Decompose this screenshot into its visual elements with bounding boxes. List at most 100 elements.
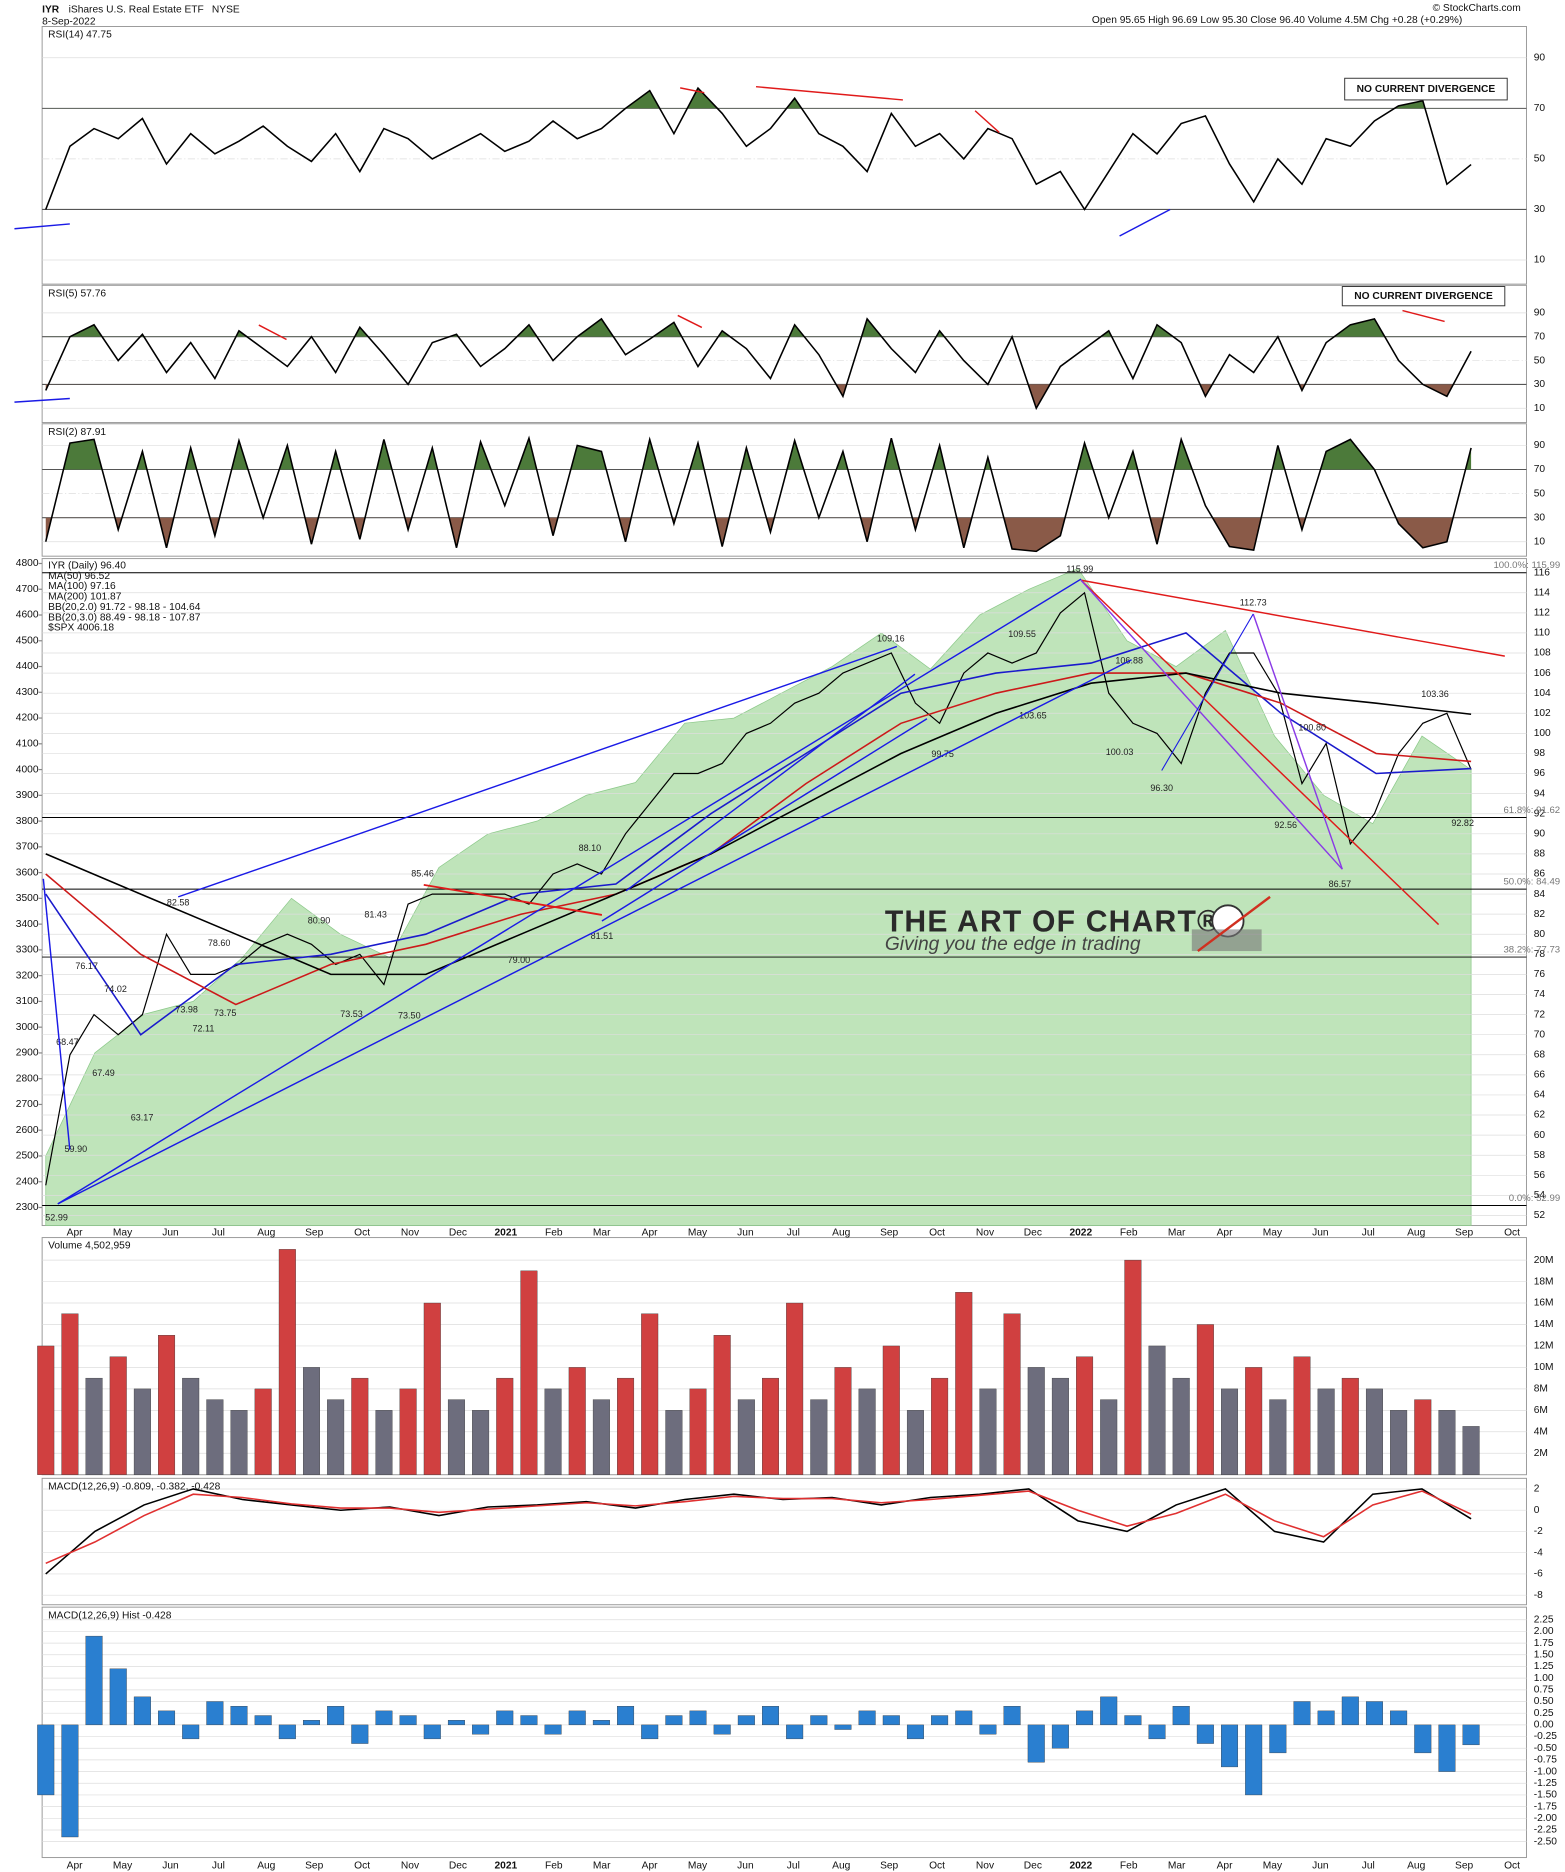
x-tick-label: May xyxy=(113,1227,133,1238)
y-tick-label: 0.50 xyxy=(1534,1696,1554,1707)
y-tick-label: -2.50 xyxy=(1534,1836,1558,1847)
price-label: 100.03 xyxy=(1106,747,1134,757)
y-tick-label: 60 xyxy=(1534,1130,1546,1141)
bar xyxy=(906,1410,924,1475)
bar xyxy=(302,1720,320,1726)
legend-entry: BB(20,3.0) 88.49 - 98.18 - 107.87 xyxy=(48,612,201,623)
bar xyxy=(1462,1724,1480,1746)
price-label: 68.47 xyxy=(56,1037,79,1047)
price-label: 63.17 xyxy=(131,1113,154,1123)
price-label: 73.98 xyxy=(175,1004,198,1014)
bar xyxy=(979,1724,997,1735)
bar xyxy=(834,1367,852,1475)
x-tick-label: Sep xyxy=(1455,1861,1473,1872)
y-tick-label: 10M xyxy=(1534,1362,1554,1373)
security-name: iShares U.S. Real Estate ETF xyxy=(69,4,204,15)
y-tick-label: 98 xyxy=(1534,748,1546,759)
bar xyxy=(882,1345,900,1475)
quote: Open 95.65 High 96.69 Low 95.30 Close 96… xyxy=(1092,15,1462,26)
y2-tick-label: 4600 xyxy=(16,610,39,621)
y-tick-label: 6M xyxy=(1534,1405,1548,1416)
bar xyxy=(423,1724,441,1740)
bar xyxy=(1269,1399,1287,1475)
price-label: 92.56 xyxy=(1274,820,1297,830)
symbol: IYR xyxy=(42,4,60,15)
x-tick-label: Jun xyxy=(737,1861,754,1872)
price-label: 81.43 xyxy=(364,909,387,919)
x-tick-label: Aug xyxy=(1407,1227,1425,1238)
price-label: 109.55 xyxy=(1008,629,1036,639)
panel-frame xyxy=(41,423,1527,557)
trendline xyxy=(1119,208,1171,237)
x-tick-label: Dec xyxy=(449,1227,467,1238)
bar xyxy=(254,1388,272,1475)
bar xyxy=(182,1724,200,1740)
y-tick-label: 18M xyxy=(1534,1276,1554,1287)
fib-label: 0.0%: 52.99 xyxy=(1509,1193,1560,1204)
bar xyxy=(641,1724,659,1740)
spx-area xyxy=(45,568,1472,1226)
bar xyxy=(834,1724,852,1730)
watermark-tagline: Giving you the edge in trading xyxy=(885,934,1141,955)
bar xyxy=(85,1635,103,1726)
y2-tick-label: 3400 xyxy=(16,919,39,930)
y-tick-label: 106 xyxy=(1534,668,1551,679)
bar xyxy=(1317,1388,1335,1475)
x-tick-label: May xyxy=(688,1861,708,1872)
x-tick-label: Apr xyxy=(1217,1861,1233,1872)
price-label: 100.80 xyxy=(1298,723,1326,733)
y-tick-label: 104 xyxy=(1534,688,1551,699)
bar xyxy=(520,1715,538,1726)
y-tick-label: -2 xyxy=(1534,1526,1543,1537)
bar xyxy=(1390,1710,1408,1726)
bar xyxy=(1341,1377,1359,1475)
bar xyxy=(1414,1399,1432,1475)
x-tick-label: Sep xyxy=(305,1227,323,1238)
trendline xyxy=(1161,613,1254,771)
y-tick-label: 62 xyxy=(1534,1110,1546,1121)
bar xyxy=(882,1715,900,1726)
bar xyxy=(979,1388,997,1475)
bar xyxy=(496,1710,514,1726)
bar xyxy=(1317,1710,1335,1726)
y-tick-label: 74 xyxy=(1534,989,1546,1000)
x-tick-label: Jul xyxy=(212,1861,225,1872)
bar xyxy=(61,1313,79,1475)
bar xyxy=(254,1715,272,1726)
y2-tick-label: 3600 xyxy=(16,867,39,878)
legend-entry: MA(100) 97.16 xyxy=(48,581,116,592)
bar xyxy=(1438,1724,1456,1772)
x-tick-label: Jun xyxy=(162,1861,179,1872)
y2-tick-label: 3800 xyxy=(16,816,39,827)
series-line xyxy=(45,672,1472,1006)
y-tick-label: 50 xyxy=(1534,488,1546,499)
x-tick-label: Apr xyxy=(1217,1227,1233,1238)
trendline xyxy=(625,673,916,892)
bar xyxy=(762,1377,779,1475)
bar xyxy=(230,1410,248,1475)
y-tick-label: 54 xyxy=(1534,1190,1546,1201)
bar xyxy=(592,1720,610,1726)
y2-tick-label: 2500 xyxy=(16,1151,39,1162)
x-tick-label: May xyxy=(1263,1227,1283,1238)
y-tick-label: 2.00 xyxy=(1534,1626,1554,1637)
y-tick-label: 14M xyxy=(1534,1319,1554,1330)
bar xyxy=(713,1335,731,1475)
series-line xyxy=(44,435,1472,553)
divergence-note: NO CURRENT DIVERGENCE xyxy=(1354,291,1493,302)
x-tick-label: 2021 xyxy=(494,1861,517,1872)
trendline xyxy=(42,878,71,1150)
bar xyxy=(375,1710,393,1726)
bar xyxy=(206,1399,224,1475)
y-tick-label: 1.50 xyxy=(1534,1649,1554,1660)
x-tick-label: 2022 xyxy=(1069,1861,1092,1872)
bar xyxy=(61,1724,79,1838)
y-tick-label: 76 xyxy=(1534,969,1546,980)
bar xyxy=(133,1388,151,1475)
bar xyxy=(1027,1724,1045,1763)
y-tick-label: 2 xyxy=(1534,1484,1540,1495)
y-tick-label: 58 xyxy=(1534,1150,1546,1161)
bar xyxy=(665,1410,683,1475)
y-tick-label: 80 xyxy=(1534,929,1546,940)
y-tick-label: 64 xyxy=(1534,1090,1546,1101)
